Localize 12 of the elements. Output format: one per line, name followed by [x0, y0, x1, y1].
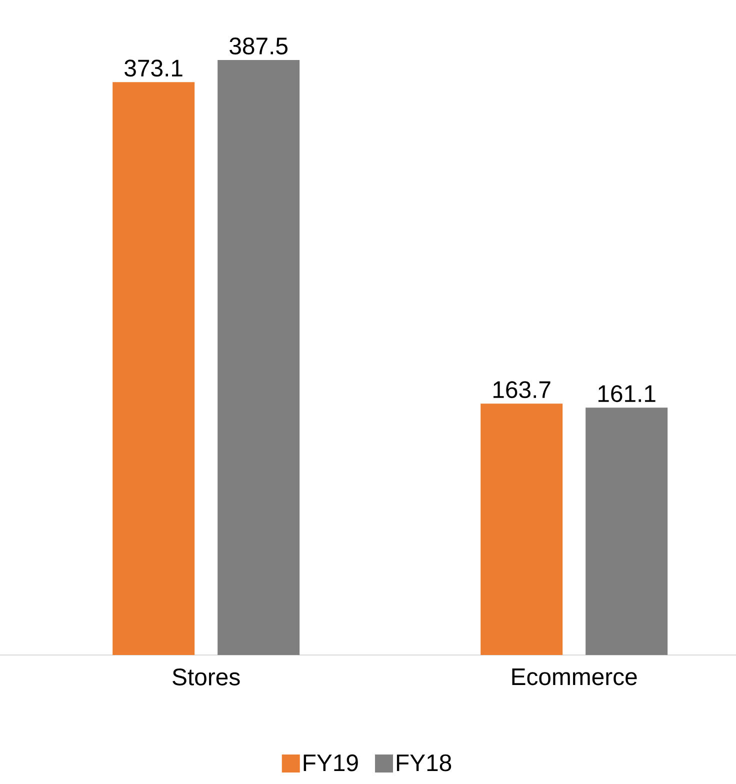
x-tick-label: Stores — [172, 668, 240, 686]
legend-label: FY18 — [396, 754, 452, 772]
bar — [480, 404, 563, 655]
x-tick-label: Ecommerce — [512, 668, 637, 686]
data-label: 373.1 — [124, 60, 182, 77]
bar — [586, 408, 668, 655]
data-label: 163.7 — [493, 381, 550, 398]
bar — [112, 82, 195, 655]
bar — [218, 60, 300, 655]
data-label: 161.1 — [598, 385, 656, 402]
data-label: 387.5 — [230, 38, 288, 54]
legend-label: FY19 — [304, 754, 358, 772]
